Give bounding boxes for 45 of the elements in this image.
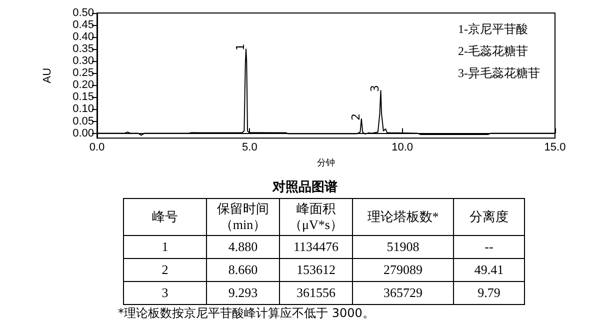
- annotation: 3: [368, 84, 382, 92]
- y-tick-label: 0.50: [72, 7, 94, 19]
- x-tick-label: 10.0: [392, 142, 414, 154]
- text: 9.79: [454, 282, 524, 304]
- text: 279089: [352, 258, 454, 282]
- y-tick-label: 0.15: [72, 91, 94, 104]
- annotation: 1-京尼平苷酸: [458, 22, 528, 36]
- text: 峰面积（μV*s）: [280, 198, 352, 236]
- x-tick-label: 0.0: [89, 142, 105, 154]
- text: 51908: [352, 236, 454, 258]
- annotation: 2: [349, 113, 362, 120]
- text: --: [454, 236, 524, 258]
- text: 分离度: [454, 198, 524, 236]
- y-tick-label: 0.05: [72, 115, 94, 128]
- text: 1: [124, 236, 206, 258]
- x-axis-title: 分钟: [317, 158, 335, 168]
- y-tick-label: 0.10: [72, 103, 94, 116]
- text: 49.41: [454, 258, 524, 282]
- text: 4.880: [206, 236, 280, 258]
- y-tick-label: 0.45: [72, 19, 94, 32]
- text: 3: [124, 282, 206, 304]
- x-tick-label: 5.0: [242, 142, 258, 154]
- y-tick-label: 0.25: [72, 67, 94, 80]
- text: 1134476: [280, 236, 352, 258]
- text: 361556: [280, 282, 352, 304]
- text: 保留时间（min）: [206, 198, 280, 236]
- text: 峰号: [124, 198, 206, 236]
- text: 2: [124, 258, 206, 282]
- annotation: 2-毛蕊花糖苷: [458, 44, 528, 58]
- x-tick-label: 15.0: [544, 142, 566, 154]
- text: *理论板数按京尼平苷酸峰计算应不低于 3000。: [118, 305, 374, 322]
- y-tick-label: 0.20: [72, 79, 94, 92]
- y-tick-label: 0.30: [72, 55, 94, 68]
- annotation: 3-异毛蕊花糖苷: [458, 66, 540, 80]
- y-tick-label: 0.00: [72, 127, 94, 140]
- y-axis-title: AU: [42, 68, 54, 84]
- text: 对照品图谱: [271, 178, 338, 196]
- text: 9.293: [206, 282, 280, 304]
- text: 理论塔板数*: [352, 198, 454, 236]
- y-tick-label: 0.35: [72, 43, 94, 56]
- text: 8.660: [206, 258, 280, 282]
- text: 365729: [352, 282, 454, 304]
- text: 153612: [280, 258, 352, 282]
- y-tick-label: 0.40: [72, 31, 94, 44]
- annotation: 1: [234, 44, 248, 51]
